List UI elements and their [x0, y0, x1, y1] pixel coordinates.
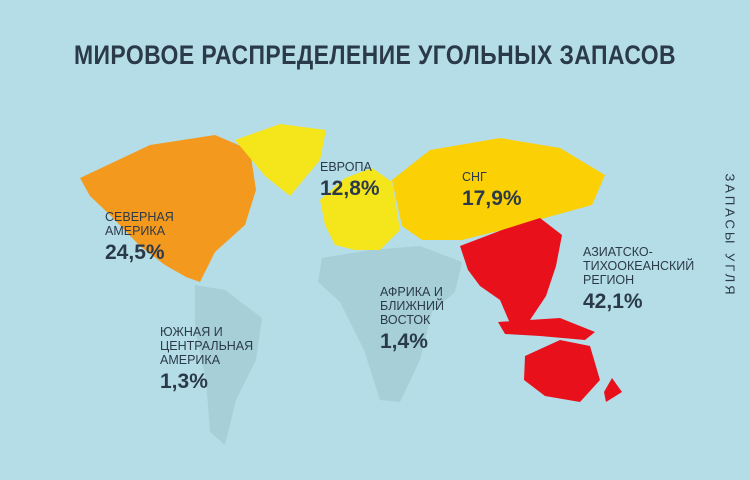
region-name: АЗИАТСКО-ТИХООКЕАНСКИЙ РЕГИОН: [583, 245, 695, 287]
region-label: ЕВРОПА 12,8%: [320, 160, 400, 201]
region-value: 1,4%: [380, 330, 428, 353]
region-shape: [80, 135, 256, 282]
region-label: АФРИКА И БЛИЖНИЙ ВОСТОК 1,4%: [380, 285, 465, 354]
side-label: ЗАПАСЫ УГЛЯ: [722, 173, 738, 298]
region-label: АЗИАТСКО-ТИХООКЕАНСКИЙ РЕГИОН 42,1%: [583, 245, 695, 314]
region-shape: [235, 124, 400, 250]
region-value: 1,3%: [160, 370, 208, 393]
region-shape: [392, 138, 605, 240]
region-label: СЕВЕРНАЯ АМЕРИКА 24,5%: [105, 210, 195, 265]
region-value: 12,8%: [320, 177, 380, 200]
region-label: ЮЖНАЯ И ЦЕНТРАЛЬНАЯ АМЕРИКА 1,3%: [160, 325, 255, 394]
region-shape: [460, 218, 622, 402]
region-name: ЮЖНАЯ И ЦЕНТРАЛЬНАЯ АМЕРИКА: [160, 325, 254, 367]
region-shape: [318, 246, 462, 402]
region-name: СНГ: [462, 170, 487, 184]
region-name: ЕВРОПА: [320, 160, 372, 174]
region-label: СНГ 17,9%: [462, 170, 542, 211]
region-name: АФРИКА И БЛИЖНИЙ ВОСТОК: [380, 285, 444, 327]
region-shape: [195, 285, 262, 445]
region-name: СЕВЕРНАЯ АМЕРИКА: [105, 210, 174, 238]
region-value: 24,5%: [105, 241, 165, 264]
region-value: 17,9%: [462, 187, 522, 210]
region-value: 42,1%: [583, 290, 643, 313]
title: МИРОВОЕ РАСПРЕДЕЛЕНИЕ УГОЛЬНЫХ ЗАПАСОВ: [73, 40, 677, 70]
